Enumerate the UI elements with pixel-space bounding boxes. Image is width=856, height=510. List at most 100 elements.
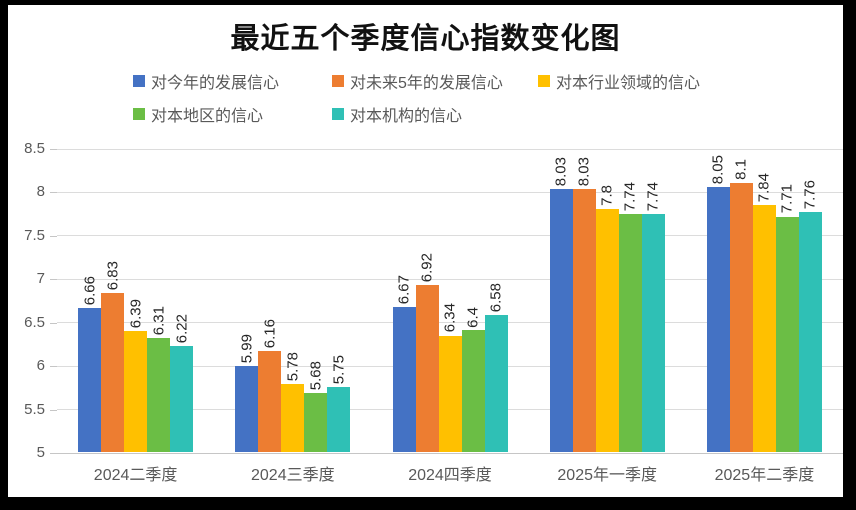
bar-series4-cat0: 6.22: [170, 314, 194, 452]
bar-data-label: 6.31: [150, 306, 168, 336]
bar-data-label: 7.74: [621, 181, 639, 212]
bar-data-label: 6.22: [173, 313, 191, 344]
bar-series3-cat1: 5.68: [304, 361, 328, 452]
y-axis-tick-label: 6: [36, 357, 45, 375]
bar-series0-cat2: 6.67: [392, 275, 416, 452]
chart-canvas: 最近五个季度信心指数变化图 对今年的发展信心 对未来5年的发展信心 对本行业领域的信…: [8, 5, 843, 497]
bar-data-label: 8.03: [552, 156, 570, 186]
legend-item-0: 对今年的发展信心: [133, 69, 332, 93]
legend-item-3: 对本地区的信心: [133, 102, 332, 126]
chart-title: 最近五个季度信心指数变化图: [230, 23, 621, 55]
bar-data-label: 6.39: [127, 299, 145, 329]
bar-series4-cat4: 7.76: [798, 180, 822, 452]
y-axis-tick-label: 7.5: [24, 226, 45, 244]
legend: 对今年的发展信心 对未来5年的发展信心 对本行业领域的信心对本地区的信心 对本机构的信…: [133, 69, 700, 126]
gridline: [57, 235, 843, 237]
bar-series3-cat2: 6.4: [461, 307, 485, 452]
x-axis-category-label-4: 2025年二季度: [714, 467, 815, 484]
bar-series4-cat1: 5.75: [327, 355, 351, 452]
legend-swatch-icon: [332, 108, 344, 120]
bar-data-label: 6.34: [441, 303, 459, 333]
x-axis-labels: 2024二季度 2024三季度 2024四季度 2025年一季度 2025年二季度: [57, 461, 843, 485]
bar-data-label: 6.58: [487, 282, 505, 312]
gridline: [57, 191, 843, 193]
gridline: [57, 278, 843, 280]
bar-data-label: 7.74: [644, 181, 662, 212]
bar-series4-cat2: 6.58: [484, 283, 508, 452]
bar-data-label: 5.99: [238, 333, 256, 364]
legend-label: 对本机构的信心: [350, 108, 463, 125]
bar-group-2: 6.67 6.92 6.34 6.4 6.58: [371, 148, 528, 452]
legend-item-4: 对本机构的信心: [332, 102, 538, 126]
bar-series2-cat2: 6.34: [438, 303, 462, 452]
bar-data-label: 6.4: [464, 306, 482, 328]
chart-region: 5 5.5 6 6.5 7 7.5 8 8.5 6.66 6.83 6.39 6.31 6.22 5.9…: [8, 5, 843, 497]
bar-series2-cat3: 7.8: [595, 185, 619, 452]
bars-row: 6.66 6.83 6.39 6.31 6.22 5.99 6.16 5.78 5.68 5.75…: [57, 148, 843, 452]
gridline: [57, 148, 843, 150]
legend-swatch-icon: [133, 75, 145, 87]
bar-data-label: 5.68: [307, 360, 325, 390]
x-axis-category-label-2: 2024四季度: [408, 467, 492, 484]
y-axis-tick: [50, 235, 57, 237]
y-axis-tick: [50, 322, 57, 324]
legend-item-2: 对本行业领域的信心: [538, 69, 700, 93]
legend-label: 对今年的发展信心: [151, 75, 280, 92]
bar-series1-cat2: 6.92: [415, 253, 439, 452]
bar-series3-cat4: 7.71: [775, 184, 799, 452]
bar-series1-cat3: 8.03: [572, 157, 596, 452]
y-axis-tick: [50, 366, 57, 368]
bar-series0-cat4: 8.05: [706, 155, 730, 452]
y-axis-tick-label: 7: [36, 270, 45, 288]
plot-area: 6.66 6.83 6.39 6.31 6.22 5.99 6.16 5.78 5.68 5.75…: [57, 148, 843, 454]
bar-data-label: 6.83: [104, 260, 122, 291]
bar-data-label: 7.84: [755, 173, 773, 203]
bar-series1-cat4: 8.1: [729, 159, 753, 452]
bar-data-label: 7.71: [778, 184, 796, 214]
x-axis-category-label-1: 2024三季度: [251, 467, 335, 484]
bar-data-label: 5.78: [284, 352, 302, 382]
bar-data-label: 6.67: [395, 274, 413, 304]
bar-data-label: 6.92: [418, 253, 436, 283]
bar-data-label: 8.03: [575, 156, 593, 186]
legend-label: 对未来5年的发展信心: [350, 75, 503, 92]
bar-series0-cat1: 5.99: [235, 334, 259, 452]
legend-label: 对本地区的信心: [151, 108, 264, 125]
y-axis-tick: [50, 192, 57, 194]
bar-series4-cat3: 7.74: [641, 182, 665, 452]
bar-series3-cat0: 6.31: [147, 306, 171, 452]
x-axis-category-label-3: 2025年一季度: [557, 467, 658, 484]
bar-series1-cat1: 6.16: [258, 319, 282, 452]
y-axis-tick-label: 5.5: [24, 400, 45, 418]
bar-data-label: 8.05: [709, 154, 727, 185]
bar-data-label: 6.66: [81, 275, 99, 305]
bar-data-label: 7.8: [598, 184, 616, 206]
bar-group-4: 8.05 8.1 7.84 7.71 7.76: [686, 148, 843, 452]
y-axis-tick-label: 5: [36, 444, 45, 461]
legend-swatch-icon: [133, 108, 145, 120]
bar-series1-cat0: 6.83: [101, 261, 125, 452]
bar-series0-cat0: 6.66: [78, 276, 102, 452]
bar-group-3: 8.03 8.03 7.8 7.74 7.74: [529, 148, 686, 452]
bar-series3-cat3: 7.74: [618, 182, 642, 452]
gridline: [57, 452, 843, 454]
bar-series2-cat0: 6.39: [124, 299, 148, 452]
y-axis-tick-label: 6.5: [24, 313, 45, 331]
y-axis-tick-label: 8: [36, 183, 45, 201]
bar-data-label: 7.76: [801, 180, 819, 210]
bar-group-1: 5.99 6.16 5.78 5.68 5.75: [214, 148, 371, 452]
legend-swatch-icon: [332, 75, 344, 87]
gridline: [57, 322, 843, 324]
bar-group-0: 6.66 6.83 6.39 6.31 6.22: [57, 148, 214, 452]
y-axis-tick: [50, 409, 57, 411]
x-axis-category-label-0: 2024二季度: [93, 467, 178, 484]
legend-label: 对本行业领域的信心: [556, 75, 701, 92]
bar-series2-cat1: 5.78: [281, 352, 305, 452]
y-axis-tick-label: 8.5: [24, 140, 45, 157]
bar-series0-cat3: 8.03: [549, 157, 573, 452]
y-axis-tick: [50, 149, 57, 150]
bar-series2-cat4: 7.84: [752, 173, 776, 452]
bar-data-label: 5.75: [330, 354, 348, 384]
bar-data-label: 8.1: [732, 158, 750, 180]
legend-item-1: 对未来5年的发展信心: [332, 69, 538, 93]
